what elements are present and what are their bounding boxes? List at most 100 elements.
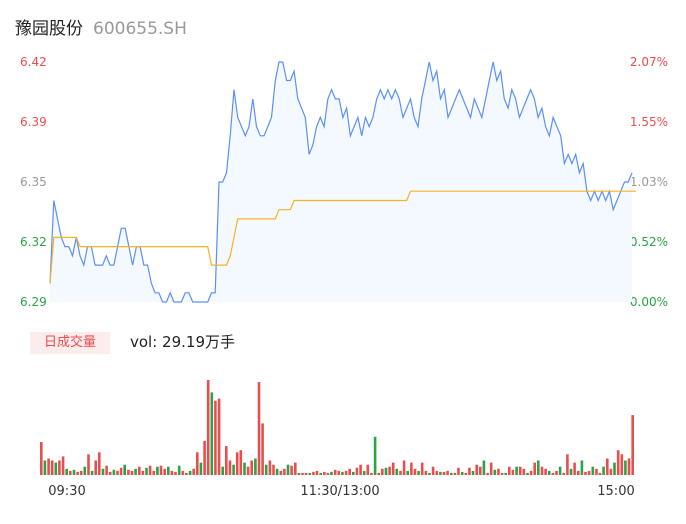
volume-bar [315, 470, 319, 475]
volume-bar [344, 470, 348, 475]
volume-bar [239, 450, 243, 475]
volume-bar [587, 470, 591, 475]
price-tick-label: 6.29 [20, 295, 47, 309]
volume-bar [156, 466, 159, 475]
volume-bar [301, 472, 304, 475]
volume-bar [254, 458, 257, 475]
volume-bar [602, 466, 605, 475]
pct-tick-label: 0.52% [630, 235, 668, 249]
volume-bar [508, 466, 511, 475]
volume-bar [544, 468, 547, 475]
volume-bar [446, 470, 449, 475]
volume-bar [174, 471, 177, 475]
volume-bar [283, 468, 286, 475]
volume-bar [486, 472, 489, 475]
stock-code: 600655.SH [93, 19, 187, 39]
volume-bar [504, 472, 507, 475]
volume-bar [352, 471, 355, 475]
volume-bar [435, 470, 439, 475]
volume-bar [326, 472, 330, 475]
volume-bar [482, 460, 486, 475]
volume-bar [94, 460, 97, 475]
volume-bar [163, 468, 166, 475]
volume-bar [391, 462, 395, 475]
volume-bar [206, 380, 210, 475]
volume-bar [410, 462, 413, 475]
volume-bar [330, 471, 333, 475]
volume-bar [613, 462, 616, 475]
volume-bar [185, 472, 188, 475]
volume-bar [362, 470, 366, 475]
volume-bar [529, 470, 533, 475]
volume-badge: 日成交量 [30, 332, 110, 354]
volume-bar [40, 442, 43, 475]
volume-bar [562, 472, 565, 475]
volume-bar [83, 466, 87, 475]
volume-bar [457, 467, 460, 475]
volume-bar [98, 452, 101, 475]
volume-bar [214, 400, 217, 475]
volume-bar [217, 398, 221, 475]
volume-bar [598, 472, 602, 475]
volume-bar [471, 470, 475, 475]
volume-bar [177, 465, 181, 475]
volume-bar [279, 470, 283, 475]
volume-bar [515, 466, 518, 475]
volume-bar [475, 464, 478, 475]
volume-bar [203, 440, 206, 475]
volume-bar [101, 468, 105, 475]
volume-bar [43, 460, 47, 475]
volume-bar [395, 468, 399, 475]
volume-bar [555, 470, 558, 475]
volume-bar [134, 468, 137, 475]
volume-bar [577, 470, 580, 475]
volume-bar [566, 454, 569, 475]
volume-bar [210, 392, 214, 475]
volume-bar [261, 423, 264, 475]
volume-bar [442, 471, 446, 475]
volume-bar [341, 471, 344, 475]
volume-bar [428, 472, 431, 475]
volume-bar [431, 466, 435, 475]
volume-bar [595, 468, 598, 475]
volume-bar [384, 467, 388, 475]
volume-bar [79, 470, 83, 475]
volume-bar [268, 460, 272, 475]
volume-bar [377, 472, 380, 475]
volume-bar [620, 454, 624, 475]
volume-bar [181, 470, 185, 475]
volume-bar [196, 452, 199, 475]
volume-bar [500, 472, 504, 475]
volume-bar [479, 466, 482, 475]
volume-bar [188, 470, 192, 475]
volume-bar [228, 460, 232, 475]
volume-bar [61, 456, 65, 475]
volume-bar [76, 471, 79, 475]
volume-bar [453, 472, 457, 475]
price-tick-label: 6.42 [20, 55, 47, 69]
volume-bar [591, 466, 595, 475]
volume-bar [537, 460, 540, 475]
time-tick-label: 15:00 [597, 484, 634, 499]
volume-bar [272, 464, 275, 475]
volume-bar [159, 465, 163, 475]
volume-bar [526, 472, 529, 475]
price-area [50, 62, 632, 302]
volume-bar [606, 458, 609, 475]
volume-bar [54, 462, 58, 475]
volume-bar [232, 464, 235, 475]
volume-bar [250, 460, 253, 475]
volume-bar [569, 468, 573, 475]
volume-bar [199, 462, 203, 475]
average-line [49, 190, 636, 284]
volume-bar [108, 471, 112, 475]
time-tick-label: 09:30 [48, 484, 85, 499]
volume-total: vol: 29.19万手 [130, 333, 235, 351]
volume-bar [308, 472, 312, 475]
volume-bar [413, 468, 417, 475]
pct-tick-label: 0.00% [630, 295, 668, 309]
volume-bar [406, 470, 409, 475]
volume-bar [522, 468, 526, 475]
price-tick-label: 6.35 [20, 175, 47, 189]
volume-bar [138, 466, 141, 475]
